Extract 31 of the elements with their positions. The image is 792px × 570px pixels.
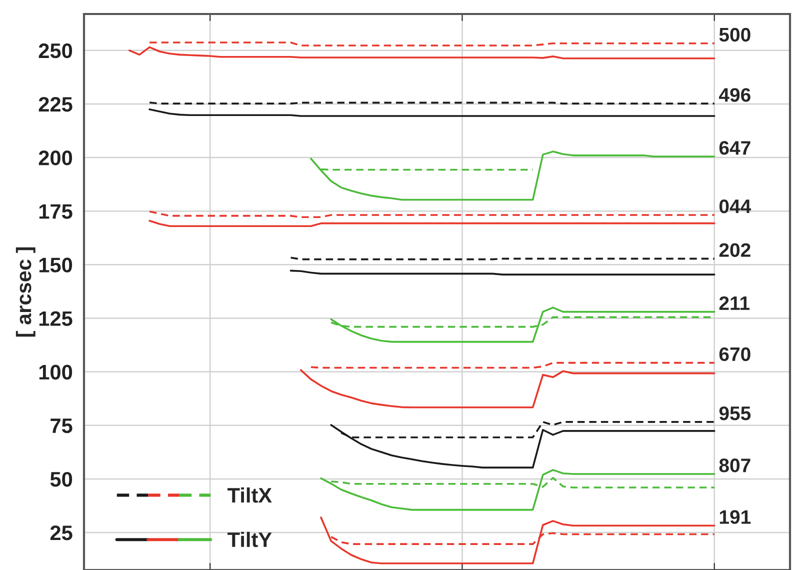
annotation: 500 (719, 28, 750, 42)
y-tick-label: 75 (50, 418, 72, 434)
annotation: 191 (720, 510, 751, 524)
y-tick-label: 200 (38, 150, 72, 166)
annotation: 044 (719, 199, 752, 214)
y-tick-label: 125 (39, 311, 72, 326)
y-tick-label: 100 (39, 364, 72, 380)
legend-label: TiltX (228, 487, 272, 503)
y-axis-title: [ arcsec ] (16, 247, 36, 337)
annotation: 955 (719, 406, 751, 420)
y-tick-label: 225 (38, 96, 72, 112)
annotation: 211 (719, 296, 750, 310)
y-tick-label: 50 (50, 472, 72, 487)
y-tick-label: 150 (39, 258, 72, 272)
line-series (148, 108, 716, 117)
line-series (330, 424, 716, 468)
line-series (310, 150, 716, 201)
annotation: 670 (719, 347, 750, 362)
y-tick-label: 175 (39, 204, 72, 219)
y-tick-label: 250 (38, 43, 72, 58)
line-series (320, 469, 716, 511)
line-series (320, 516, 716, 564)
annotation: 496 (718, 88, 750, 102)
annotation: 202 (719, 243, 750, 257)
annotation: 647 (719, 140, 750, 155)
legend-label: TiltY (228, 532, 272, 548)
line-series (128, 46, 716, 60)
line-series (330, 306, 716, 343)
y-tick-label: 25 (50, 526, 72, 540)
line-series (300, 369, 716, 408)
annotation: 807 (719, 458, 750, 472)
